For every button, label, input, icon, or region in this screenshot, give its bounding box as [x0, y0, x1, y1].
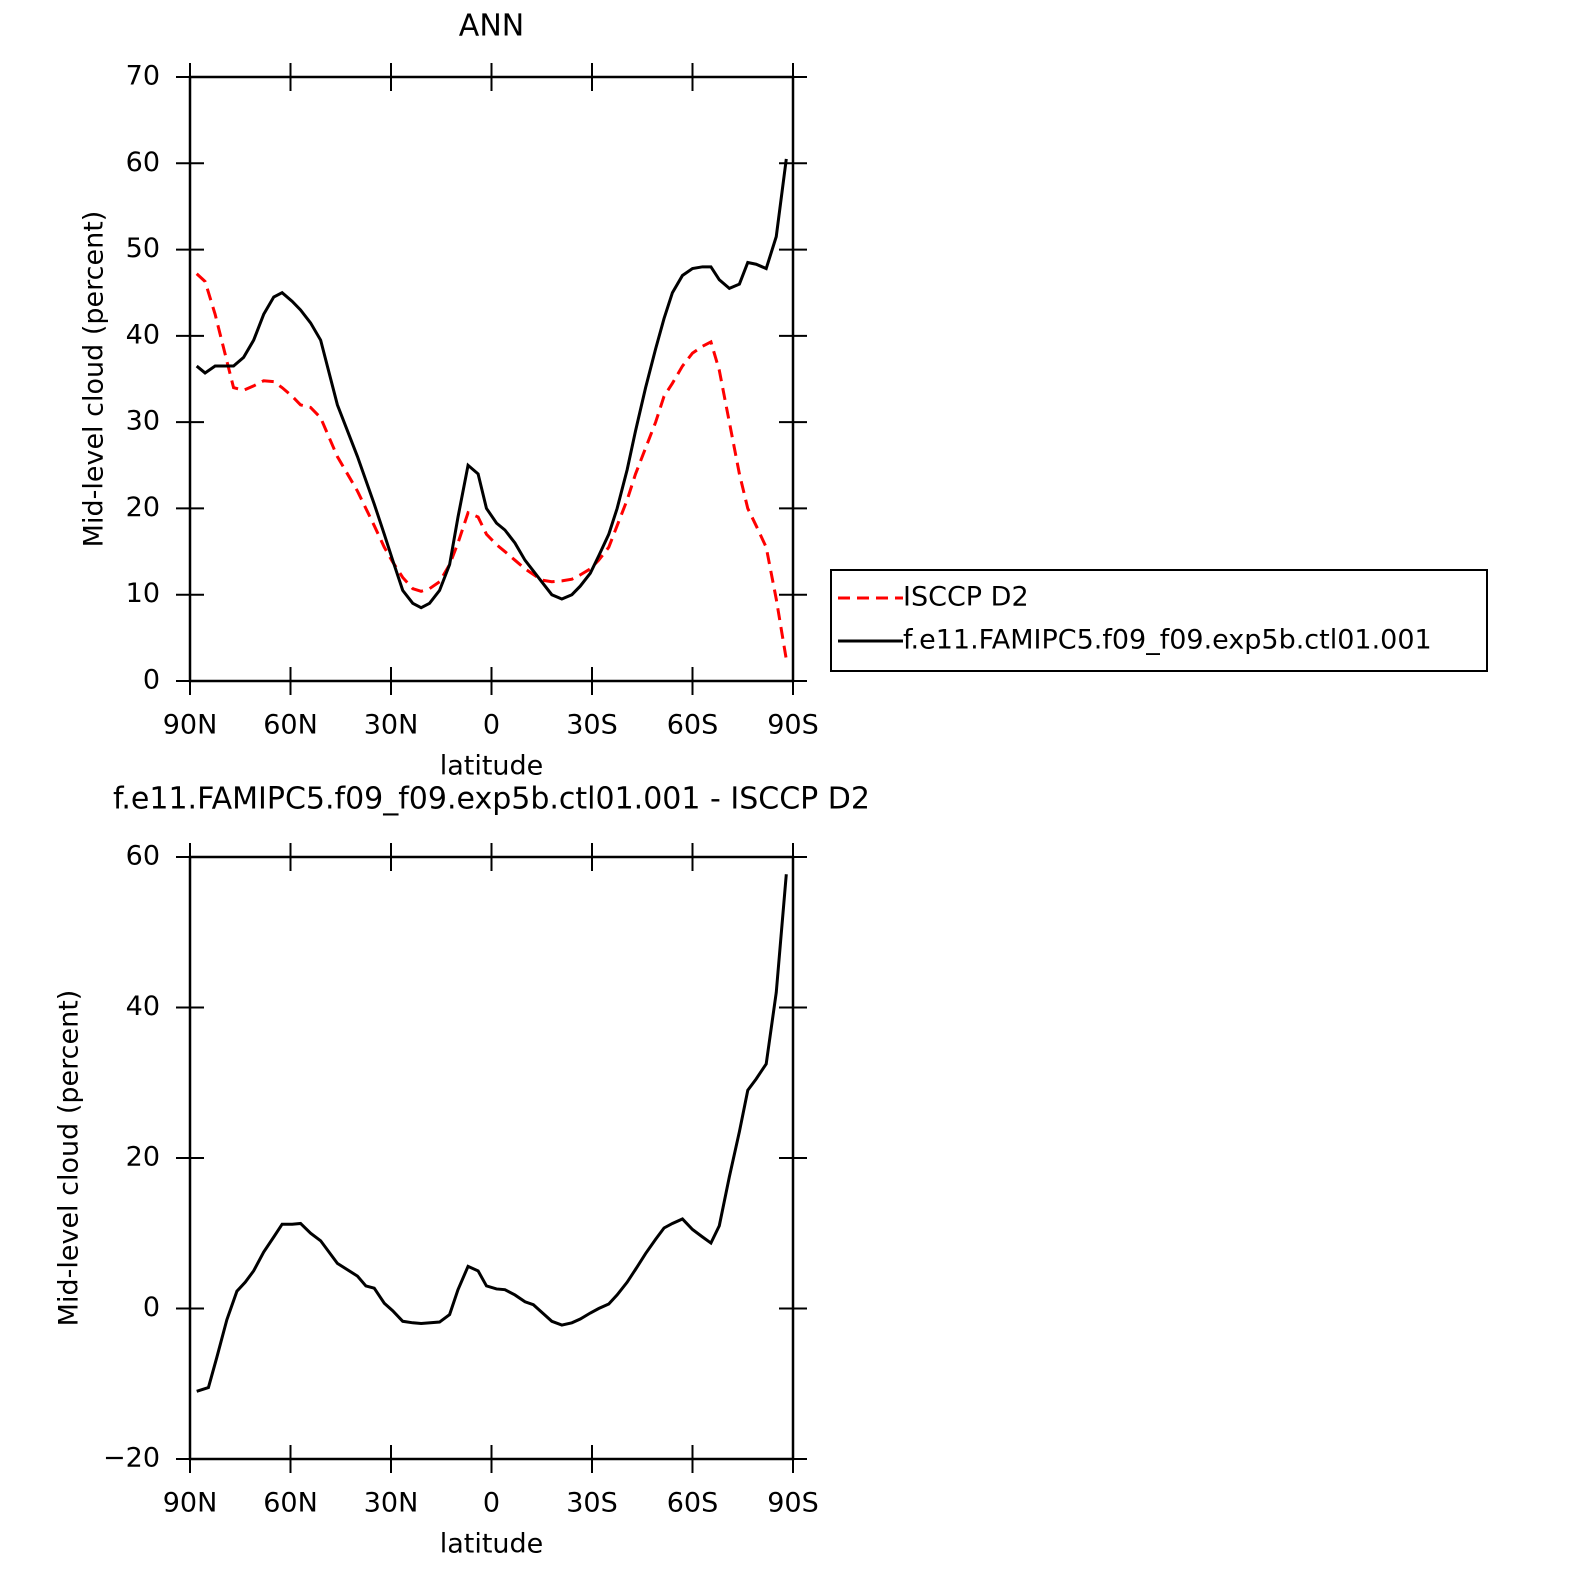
y-tick-label: 50	[126, 233, 160, 264]
y-tick-label: 0	[143, 665, 160, 696]
x-tick-label: 30N	[364, 1488, 419, 1519]
x-tick-label: 60S	[667, 1488, 719, 1519]
y-tick-label: 40	[126, 319, 160, 350]
y-tick-label: 20	[126, 492, 160, 523]
x-tick-label: 90S	[767, 710, 819, 741]
x-tick-label: 60N	[263, 1488, 318, 1519]
x-tick-label: 0	[483, 710, 500, 741]
x-tick-label: 90S	[767, 1488, 819, 1519]
legend-label: ISCCP D2	[903, 582, 1029, 613]
x-tick-label: 60S	[667, 710, 719, 741]
legend-box	[830, 569, 1488, 672]
x-tick-label: 0	[483, 1488, 500, 1519]
plot-frame	[188, 75, 795, 683]
x-tick-label: 90N	[163, 710, 218, 741]
y-tick-label: 60	[126, 841, 160, 872]
y-tick-label: 10	[126, 578, 160, 609]
x-tick-label: 30S	[566, 1488, 618, 1519]
y-tick-label: 30	[126, 406, 160, 437]
legend-label: f.e11.FAMIPC5.f09_f09.exp5b.ctl01.001	[903, 625, 1432, 656]
x-axis-label: latitude	[440, 1529, 544, 1560]
x-tick-label: 90N	[163, 1488, 218, 1519]
x-axis-label: latitude	[440, 751, 544, 782]
y-tick-label: 70	[126, 61, 160, 92]
y-tick-label: 20	[126, 1142, 160, 1173]
line-series	[195, 272, 788, 660]
x-tick-label: 30N	[364, 710, 419, 741]
x-tick-label: 60N	[263, 710, 318, 741]
y-tick-label: −20	[103, 1443, 160, 1474]
y-tick-label: 40	[126, 991, 160, 1022]
y-axis-label: Mid-level cloud (percent)	[79, 211, 110, 548]
x-tick-label: 30S	[566, 710, 618, 741]
line-series	[195, 158, 788, 610]
plot-frame	[188, 855, 795, 1461]
y-axis-label: Mid-level cloud (percent)	[54, 990, 85, 1327]
line-series	[196, 874, 788, 1393]
chart-title: f.e11.FAMIPC5.f09_f09.exp5b.ctl01.001 - …	[113, 782, 870, 817]
y-tick-label: 60	[126, 147, 160, 178]
chart-title: ANN	[459, 9, 524, 44]
y-tick-label: 0	[143, 1292, 160, 1323]
